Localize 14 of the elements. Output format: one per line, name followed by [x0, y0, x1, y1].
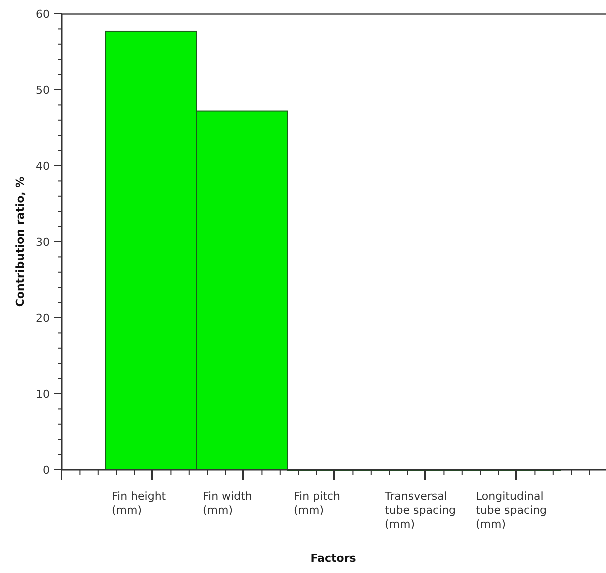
x-tick-label: Longitudinal tube spacing (mm) [476, 490, 548, 531]
y-tick-label: 0 [43, 464, 50, 477]
x-axis-title: Factors [310, 552, 357, 565]
x-tick-label: Fin pitch (mm) [294, 490, 340, 517]
y-tick-label: 50 [36, 84, 50, 97]
y-axis-title: Contribution ratio, % [14, 176, 27, 308]
y-tick-label: 60 [36, 8, 50, 21]
y-tick-label: 30 [36, 236, 50, 249]
x-tick-label: Transversal tube spacing (mm) [384, 490, 456, 531]
x-tick-label: Fin width (mm) [203, 490, 252, 517]
y-tick-label: 20 [36, 312, 50, 325]
y-tick-label: 10 [36, 388, 50, 401]
y-tick-label: 40 [36, 160, 50, 173]
x-tick-label: Fin height (mm) [112, 490, 167, 517]
